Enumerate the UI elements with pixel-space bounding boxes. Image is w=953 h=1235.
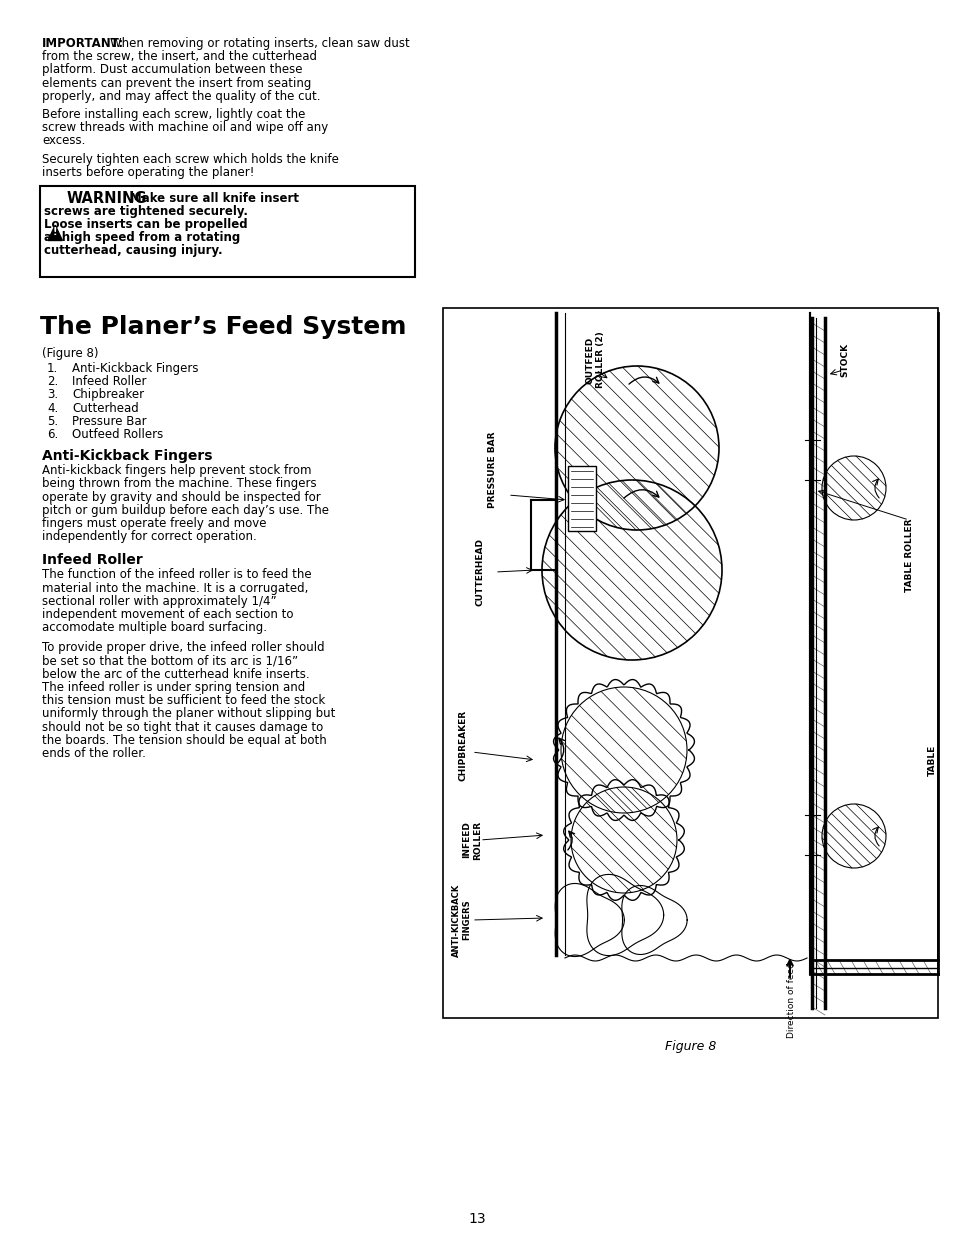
Text: CUTTERHEAD: CUTTERHEAD — [475, 538, 484, 606]
Text: !: ! — [53, 227, 57, 237]
Text: (Figure 8): (Figure 8) — [42, 347, 98, 359]
Text: uniformly through the planer without slipping but: uniformly through the planer without sli… — [42, 708, 335, 720]
Bar — [567, 466, 596, 531]
Text: 2.: 2. — [47, 375, 58, 388]
Text: 3.: 3. — [47, 388, 58, 401]
Text: Outfeed Rollers: Outfeed Rollers — [71, 429, 163, 441]
Text: being thrown from the machine. These fingers: being thrown from the machine. These fin… — [42, 478, 316, 490]
Text: properly, and may affect the quality of the cut.: properly, and may affect the quality of … — [42, 90, 320, 103]
Text: 13: 13 — [468, 1212, 485, 1226]
Text: 4.: 4. — [47, 401, 58, 415]
Text: at high speed from a rotating: at high speed from a rotating — [44, 231, 240, 245]
Text: Make sure all knife insert: Make sure all knife insert — [130, 191, 298, 205]
Text: Securely tighten each screw which holds the knife: Securely tighten each screw which holds … — [42, 153, 338, 165]
Text: INFEED
ROLLER: INFEED ROLLER — [462, 820, 481, 860]
Text: CHIPBREAKER: CHIPBREAKER — [458, 709, 467, 781]
Text: When removing or rotating inserts, clean saw dust: When removing or rotating inserts, clean… — [110, 37, 410, 49]
Text: PRESSURE BAR: PRESSURE BAR — [488, 432, 497, 509]
Text: TABLE ROLLER: TABLE ROLLER — [904, 519, 914, 592]
Text: Anti-Kickback Fingers: Anti-Kickback Fingers — [42, 450, 213, 463]
Text: The function of the infeed roller is to feed the: The function of the infeed roller is to … — [42, 568, 312, 582]
Text: Loose inserts can be propelled: Loose inserts can be propelled — [44, 219, 248, 231]
Text: ends of the roller.: ends of the roller. — [42, 747, 146, 760]
Polygon shape — [586, 874, 663, 956]
Text: 5.: 5. — [47, 415, 58, 427]
Text: IMPORTANT:: IMPORTANT: — [42, 37, 124, 49]
Polygon shape — [48, 225, 62, 241]
Polygon shape — [621, 885, 686, 955]
Bar — [442, 308, 937, 1018]
Text: To provide proper drive, the infeed roller should: To provide proper drive, the infeed roll… — [42, 641, 324, 655]
Text: Figure 8: Figure 8 — [664, 1040, 716, 1053]
Text: elements can prevent the insert from seating: elements can prevent the insert from sea… — [42, 77, 311, 90]
Text: The Planer’s Feed System: The Planer’s Feed System — [40, 315, 406, 338]
Text: platform. Dust accumulation between these: platform. Dust accumulation between thes… — [42, 63, 302, 77]
Text: independent movement of each section to: independent movement of each section to — [42, 608, 294, 621]
Text: TABLE: TABLE — [926, 745, 936, 776]
Text: excess.: excess. — [42, 135, 85, 147]
Text: fingers must operate freely and move: fingers must operate freely and move — [42, 517, 266, 530]
Text: should not be so tight that it causes damage to: should not be so tight that it causes da… — [42, 720, 323, 734]
Text: screw threads with machine oil and wipe off any: screw threads with machine oil and wipe … — [42, 121, 328, 135]
Text: OUTFEED
ROLLER (2): OUTFEED ROLLER (2) — [585, 332, 604, 388]
Text: The infeed roller is under spring tension and: The infeed roller is under spring tensio… — [42, 680, 305, 694]
Bar — [40, 186, 415, 277]
Text: WARNING: WARNING — [67, 191, 147, 206]
Text: Before installing each screw, lightly coat the: Before installing each screw, lightly co… — [42, 107, 305, 121]
Text: be set so that the bottom of its arc is 1/16”: be set so that the bottom of its arc is … — [42, 655, 297, 668]
Text: pitch or gum buildup before each day’s use. The: pitch or gum buildup before each day’s u… — [42, 504, 329, 516]
Text: 1.: 1. — [47, 362, 58, 375]
Text: the boards. The tension should be equal at both: the boards. The tension should be equal … — [42, 734, 327, 747]
Text: operate by gravity and should be inspected for: operate by gravity and should be inspect… — [42, 490, 320, 504]
Text: cutterhead, causing injury.: cutterhead, causing injury. — [44, 245, 222, 257]
Text: sectional roller with approximately 1/4”: sectional roller with approximately 1/4” — [42, 595, 276, 608]
Text: screws are tightened securely.: screws are tightened securely. — [44, 205, 248, 219]
Text: accomodate multiple board surfacing.: accomodate multiple board surfacing. — [42, 621, 267, 635]
Text: independently for correct operation.: independently for correct operation. — [42, 530, 256, 543]
Text: Anti-kickback fingers help prevent stock from: Anti-kickback fingers help prevent stock… — [42, 464, 312, 477]
Text: Anti-Kickback Fingers: Anti-Kickback Fingers — [71, 362, 198, 375]
Text: below the arc of the cutterhead knife inserts.: below the arc of the cutterhead knife in… — [42, 668, 310, 680]
Text: Infeed Roller: Infeed Roller — [42, 553, 143, 567]
Text: Chipbreaker: Chipbreaker — [71, 388, 144, 401]
Text: STOCK: STOCK — [840, 343, 848, 377]
Text: Pressure Bar: Pressure Bar — [71, 415, 147, 427]
Text: material into the machine. It is a corrugated,: material into the machine. It is a corru… — [42, 582, 308, 594]
Text: from the screw, the insert, and the cutterhead: from the screw, the insert, and the cutt… — [42, 51, 316, 63]
Text: inserts before operating the planer!: inserts before operating the planer! — [42, 165, 254, 179]
Text: this tension must be sufficient to feed the stock: this tension must be sufficient to feed … — [42, 694, 325, 708]
Text: ANTI-KICKBACK
FINGERS: ANTI-KICKBACK FINGERS — [452, 883, 471, 957]
Text: Direction of feed: Direction of feed — [786, 962, 796, 1037]
Text: Infeed Roller: Infeed Roller — [71, 375, 147, 388]
Text: Cutterhead: Cutterhead — [71, 401, 138, 415]
Text: 6.: 6. — [47, 429, 58, 441]
Polygon shape — [555, 883, 623, 957]
